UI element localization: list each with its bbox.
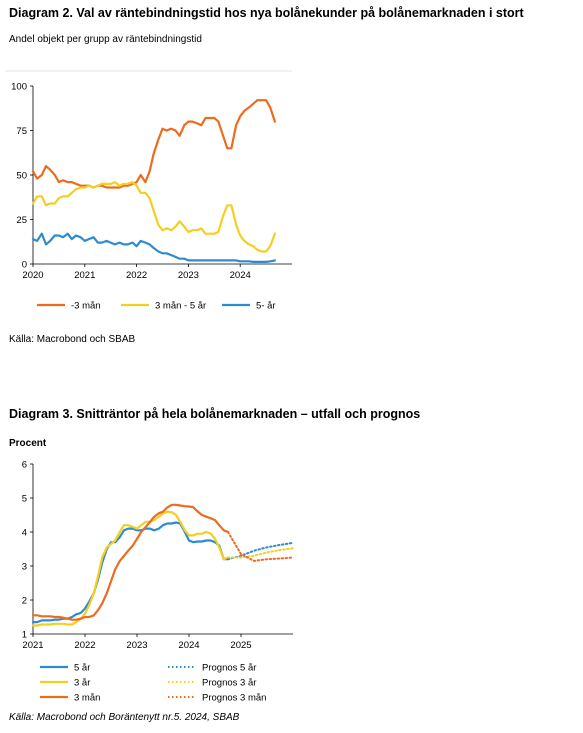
chart2-y-tick-label: 4 [22, 528, 27, 539]
chart2-x-tick-label: 2022 [74, 640, 95, 651]
chart2-legend-label: 3 mån [74, 693, 100, 704]
chart1-x-tick-label: 2024 [230, 270, 251, 281]
chart1-legend-label: -3 mån [71, 301, 101, 312]
chart1-series-line-2 [31, 181, 276, 253]
chart1-legend-label: 3 mån - 5 år [155, 301, 206, 312]
chart1-y-tick-label: 75 [16, 126, 27, 137]
chart1-svg: 0 25 50 75 100 2020 2021 2022 2023 2024 -3 mån 3 må… [5, 70, 292, 312]
chart1-x-tick-label: 2020 [22, 270, 43, 281]
chart2-y-tick-label: 5 [22, 494, 27, 505]
chart1-y-tick-label: 0 [22, 260, 27, 271]
chart2-series-line-1 [31, 521, 230, 624]
chart1-x-tick-label: 2022 [126, 270, 147, 281]
chart2-y-tick-label: 6 [22, 460, 27, 471]
chart2-legend-label: Prognos 3 mån [202, 693, 266, 704]
chart2-y-tick-label: 2 [22, 596, 27, 607]
chart2-subtitle: Procent [9, 438, 47, 449]
chart1-series-line-1 [31, 99, 276, 189]
chart1-y-tick-label: 100 [11, 82, 27, 93]
chart1-title: Diagram 2. Val av räntebindningstid hos … [9, 6, 524, 20]
chart1-legend-label: 5- år [256, 301, 276, 312]
chart2-series-line-2 [31, 510, 230, 627]
chart2-series-line-5 [227, 547, 294, 559]
chart2-legend-label: Prognos 5 år [202, 663, 256, 674]
chart2-legend-label: Prognos 3 år [202, 678, 256, 689]
chart1-y-tick-label: 50 [16, 171, 27, 182]
chart2-source: Källa: Macrobond och Boräntenytt nr.5. 2… [9, 712, 240, 723]
chart2-svg: 1 2 3 4 5 6 2021 2022 2023 2024 2025 5 år 3 år 3 mån P… [22, 460, 294, 704]
chart2-series-line-6 [227, 531, 294, 562]
chart2-y-tick-label: 1 [22, 630, 27, 641]
chart1-x-tick-label: 2023 [178, 270, 199, 281]
chart2-title: Diagram 3. Snitträntor på hela bolånemar… [9, 407, 421, 421]
chart2-series-line-3 [31, 503, 230, 621]
chart1-x-tick-label: 2021 [74, 270, 95, 281]
chart1-series-line-3 [31, 232, 276, 263]
chart2-y-tick-label: 3 [22, 562, 27, 573]
chart1-y-tick-label: 25 [16, 215, 27, 226]
chart2-legend-label: 5 år [74, 663, 90, 674]
chart2-x-tick-label: 2021 [22, 640, 43, 651]
chart1-subtitle: Andel objekt per grupp av räntebindnings… [9, 34, 202, 45]
chart2-series-line-4 [227, 541, 294, 561]
chart1-source: Källa: Macrobond och SBAB [9, 334, 136, 345]
chart2-x-tick-label: 2023 [126, 640, 147, 651]
chart2-legend-label: 3 år [74, 678, 90, 689]
chart2-x-tick-label: 2024 [178, 640, 199, 651]
chart2-x-tick-label: 2025 [230, 640, 251, 651]
